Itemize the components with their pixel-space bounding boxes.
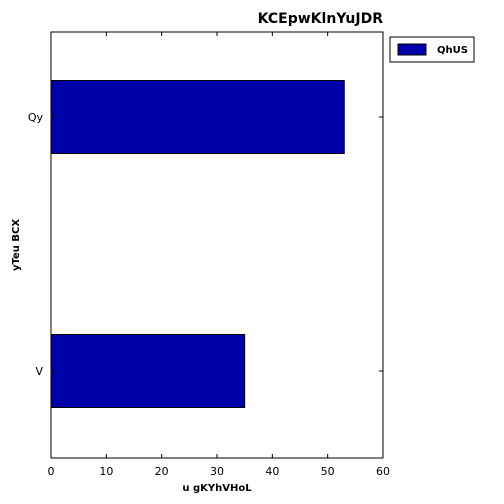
x-tick-label: 40 <box>265 465 279 478</box>
y-tick-label: Qy <box>28 111 44 124</box>
x-axis-label: u gKYhVHoL <box>182 483 252 494</box>
y-tick-label: V <box>35 365 43 378</box>
legend-swatch <box>397 43 427 56</box>
x-tick-label: 30 <box>210 465 224 478</box>
x-tick-label: 60 <box>376 465 390 478</box>
chart-title: KCEpwKlnYuJDR <box>258 11 384 27</box>
y-axis-ticks: V Qy <box>28 111 383 378</box>
bar-Qy <box>50 80 345 154</box>
legend-label: QhUS <box>437 45 468 56</box>
legend: QhUS <box>389 36 475 63</box>
bars <box>50 80 345 408</box>
x-tick-label: 50 <box>321 465 335 478</box>
bar-V <box>50 334 246 408</box>
x-axis-ticks: 0 10 20 30 40 50 60 <box>48 32 390 478</box>
x-tick-label: 10 <box>99 465 113 478</box>
x-tick-label: 0 <box>48 465 55 478</box>
y-axis-label: yTeu BCX <box>11 219 22 271</box>
x-tick-label: 20 <box>155 465 169 478</box>
